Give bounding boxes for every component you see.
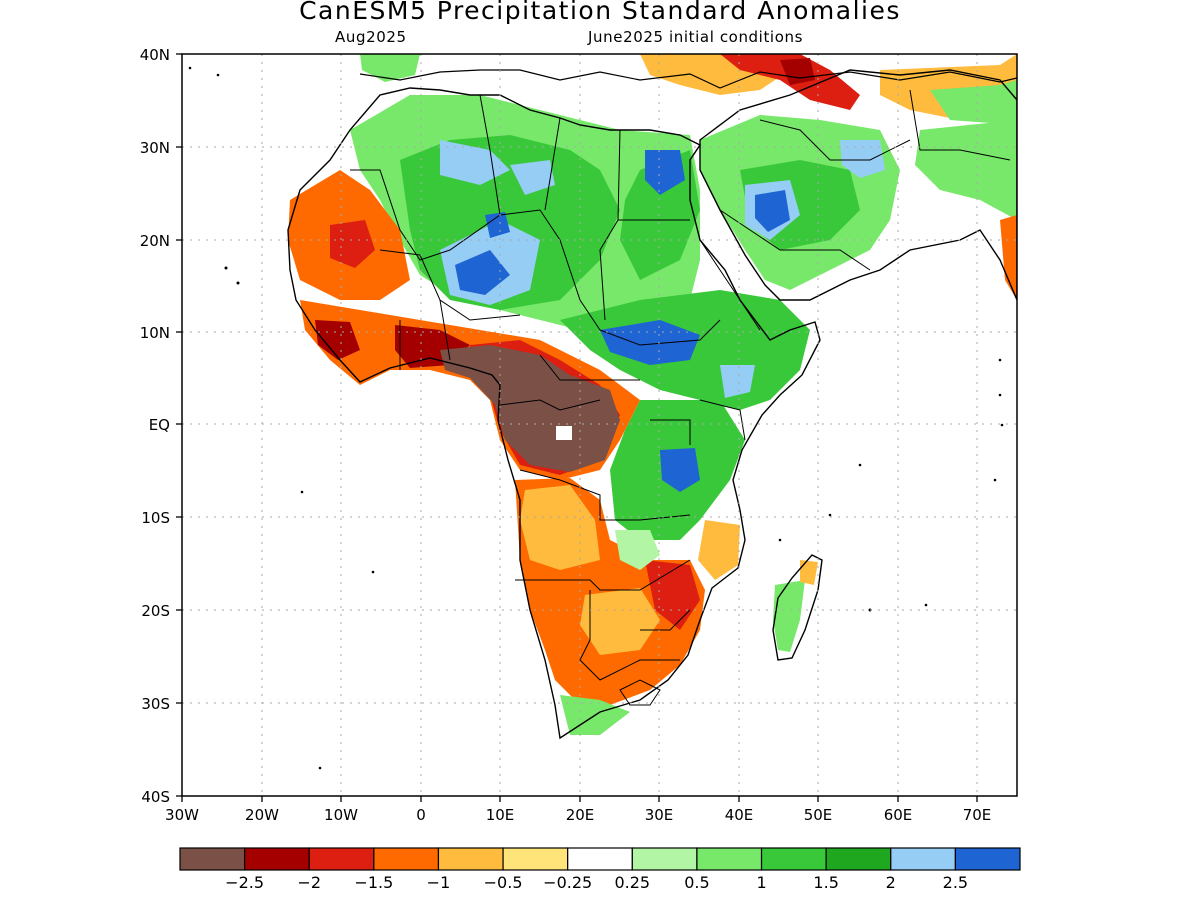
forecast-month: Aug2025 — [335, 28, 407, 46]
colorbar-swatch — [631, 847, 698, 871]
longitude-axis: 30W 20W 10W 0 10E 20E 30E 40E 50E 60E 70… — [165, 806, 991, 824]
lon-label: 30W — [165, 806, 199, 824]
colorbar-label: −0.25 — [543, 873, 592, 892]
colorbar-label: −2 — [297, 873, 321, 892]
lon-label: 20E — [566, 806, 595, 824]
colorbar-swatch — [567, 847, 633, 871]
colorbar-swatch — [760, 847, 827, 871]
lat-label: EQ — [149, 416, 170, 434]
lat-label: 20N — [140, 232, 170, 250]
colorbar-label: 2 — [886, 873, 896, 892]
lat-label: 10N — [140, 324, 170, 342]
colorbar-label: 1 — [756, 873, 766, 892]
lon-label: 70E — [963, 806, 992, 824]
colorbar-label: 0.5 — [684, 873, 709, 892]
colorbar-swatch — [244, 847, 310, 871]
colorbar-swatch — [308, 847, 375, 871]
colorbar: −2.5 −2 −1.5 −1 −0.5 −0.25 0.25 0.5 1 1.5 2 2.5 — [179, 847, 1021, 892]
graticule — [182, 54, 1017, 796]
colorbar-swatch — [954, 847, 1021, 871]
lon-label: 50E — [804, 806, 833, 824]
colorbar-swatch — [373, 847, 440, 871]
lon-label: 40E — [725, 806, 754, 824]
lon-label: 10W — [324, 806, 358, 824]
colorbar-swatch — [696, 847, 763, 871]
lon-label: 0 — [416, 806, 426, 824]
colorbar-swatch — [890, 847, 956, 871]
lat-label: 30N — [140, 139, 170, 157]
colorbar-label: −1.5 — [354, 873, 393, 892]
latitude-axis: 40N 30N 20N 10N EQ 10S 20S 30S 40S — [140, 46, 170, 806]
lon-label: 30E — [645, 806, 674, 824]
colorbar-swatch — [179, 847, 246, 871]
lat-label: 40S — [141, 788, 170, 806]
initial-conditions: June2025 initial conditions — [588, 28, 803, 46]
plot-frame — [181, 53, 1018, 797]
colorbar-label: −2.5 — [225, 873, 264, 892]
colorbar-swatch — [437, 847, 504, 871]
lat-label: 20S — [141, 602, 170, 620]
colorbar-label: 0.25 — [614, 873, 650, 892]
colorbar-swatch — [502, 847, 569, 871]
colorbar-label: −0.5 — [484, 873, 523, 892]
lat-label: 30S — [141, 695, 170, 713]
colorbar-label: −1 — [427, 873, 451, 892]
colorbar-swatch — [825, 847, 892, 871]
lon-label: 60E — [884, 806, 913, 824]
lon-label: 10E — [486, 806, 515, 824]
lat-label: 10S — [141, 509, 170, 527]
lat-label: 40N — [140, 46, 170, 64]
colorbar-label: 1.5 — [813, 873, 838, 892]
lon-label: 20W — [245, 806, 279, 824]
colorbar-label: 2.5 — [943, 873, 968, 892]
map-title: CanESM5 Precipitation Standard Anomalies — [299, 0, 901, 25]
